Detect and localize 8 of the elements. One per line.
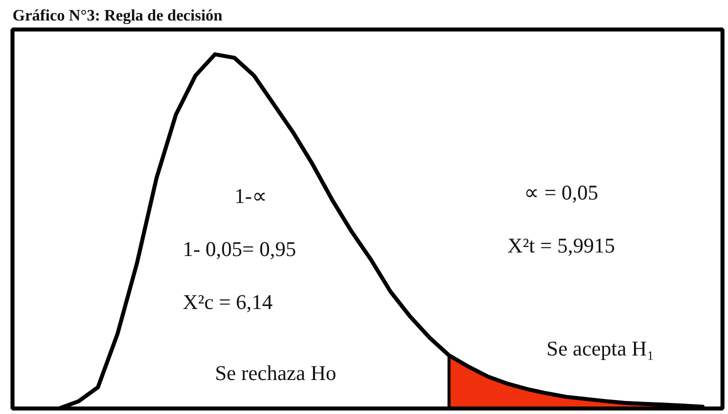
annotation: Se rechaza Ho	[214, 361, 336, 386]
annotation: 1-∝	[234, 184, 267, 208]
annotation: X²t = 5,9915	[508, 234, 615, 258]
annotation: Se acepta H₁	[546, 336, 654, 360]
annotation: X²c = 6,14	[182, 290, 274, 314]
annotation: 1- 0,05= 0,95	[182, 237, 296, 262]
chart-title: Gráfico N°3: Regla de decisión	[12, 8, 223, 24]
annotation: ∝ = 0,05	[524, 180, 598, 204]
